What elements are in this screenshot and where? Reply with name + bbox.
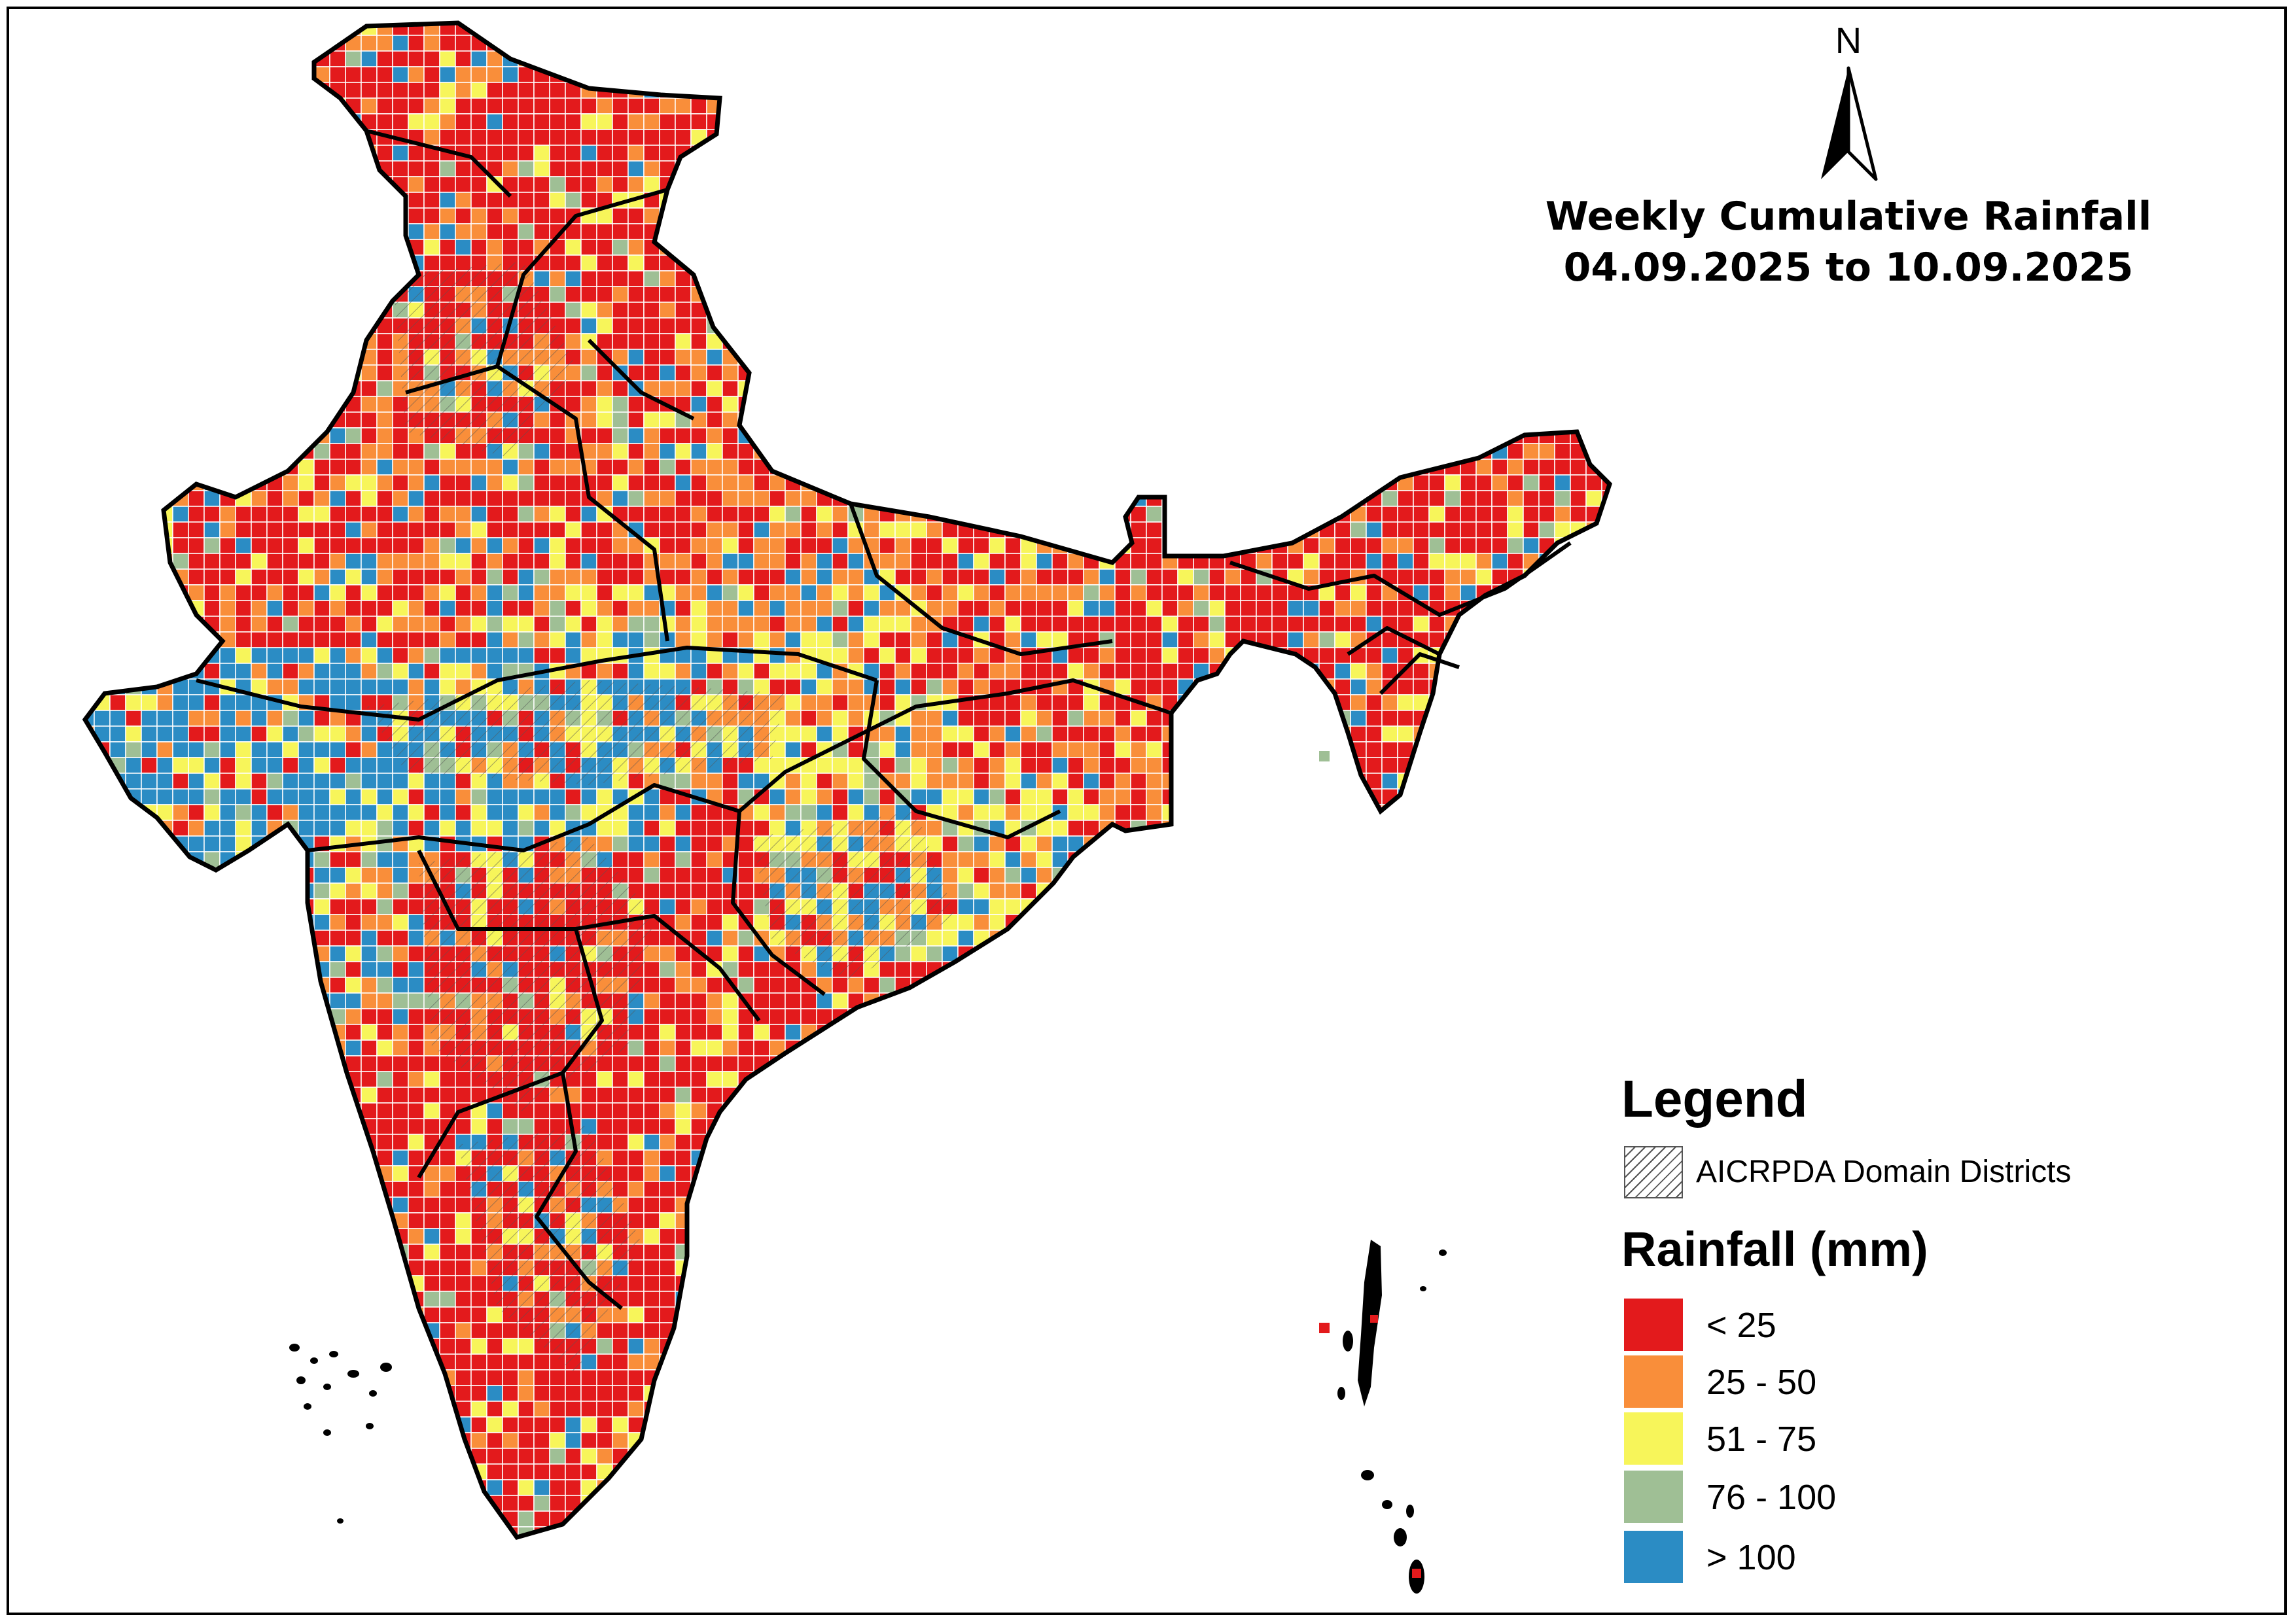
state-line-12 xyxy=(366,129,512,198)
hatch-swatch xyxy=(1624,1146,1683,1198)
legend-class-row: 25 - 50 xyxy=(1621,1355,2014,1409)
class-label: 25 - 50 xyxy=(1706,1363,1817,1402)
class-swatch xyxy=(1624,1299,1683,1351)
legend-class-row: 76 - 100 xyxy=(1621,1471,2014,1524)
state-line-5 xyxy=(575,914,761,1022)
state-line-7 xyxy=(731,811,826,996)
hatch-area-northwest xyxy=(393,262,576,458)
class-swatch xyxy=(1624,1471,1683,1523)
class-swatch xyxy=(1624,1412,1683,1465)
state-line-11 xyxy=(587,338,695,421)
class-label: < 25 xyxy=(1706,1306,1776,1345)
lakshadweep-islands xyxy=(289,1344,392,1524)
state-line-4 xyxy=(417,849,604,1179)
map-title: Weekly Cumulative Rainfall 04.09.2025 to… xyxy=(1498,191,2199,293)
map-title-line2: 04.09.2025 to 10.09.2025 xyxy=(1563,245,2134,290)
class-swatch xyxy=(1624,1531,1683,1583)
andaman-nicobar-islands xyxy=(1337,1240,1447,1594)
island-rainfall-cells xyxy=(1319,751,1421,1578)
north-arrow-icon xyxy=(1821,66,1878,181)
legend-hatch-item: AICRPDA Domain Districts xyxy=(1621,1138,2210,1204)
hatch-area-east xyxy=(752,811,955,981)
legend: Legend AICRPDA Domain Districts Rainfall… xyxy=(1621,1066,2223,1603)
state-line-9 xyxy=(849,502,1113,656)
state-line-8 xyxy=(862,680,1061,839)
hatch-label: AICRPDA Domain Districts xyxy=(1696,1155,2072,1189)
north-arrow: N xyxy=(1809,21,1888,184)
legend-title: Legend xyxy=(1621,1070,1808,1128)
hatch-area-central xyxy=(366,680,785,785)
state-line-10 xyxy=(495,188,668,367)
state-line-2 xyxy=(196,646,877,722)
rainfall-legend-title: Rainfall (mm) xyxy=(1621,1222,1928,1276)
north-label: N xyxy=(1835,20,1862,61)
legend-class-row: > 100 xyxy=(1621,1531,2014,1584)
class-label: > 100 xyxy=(1706,1538,1796,1577)
state-line-6 xyxy=(535,1072,623,1310)
state-line-1 xyxy=(405,364,669,642)
class-label: 51 - 75 xyxy=(1706,1420,1817,1459)
state-line-3 xyxy=(307,678,1172,852)
map-title-line1: Weekly Cumulative Rainfall xyxy=(1545,194,2152,239)
hatch-area-south xyxy=(458,1125,641,1374)
hatch-area-deccan xyxy=(419,837,654,1112)
legend-class-row: 51 - 75 xyxy=(1621,1412,2014,1466)
class-swatch xyxy=(1624,1355,1683,1408)
state-line-14 xyxy=(1347,626,1441,656)
class-label: 76 - 100 xyxy=(1706,1478,1837,1517)
aicrpda-hatch-areas xyxy=(366,262,955,1374)
legend-class-row: < 25 xyxy=(1621,1299,2014,1352)
state-line-15 xyxy=(1379,652,1460,695)
